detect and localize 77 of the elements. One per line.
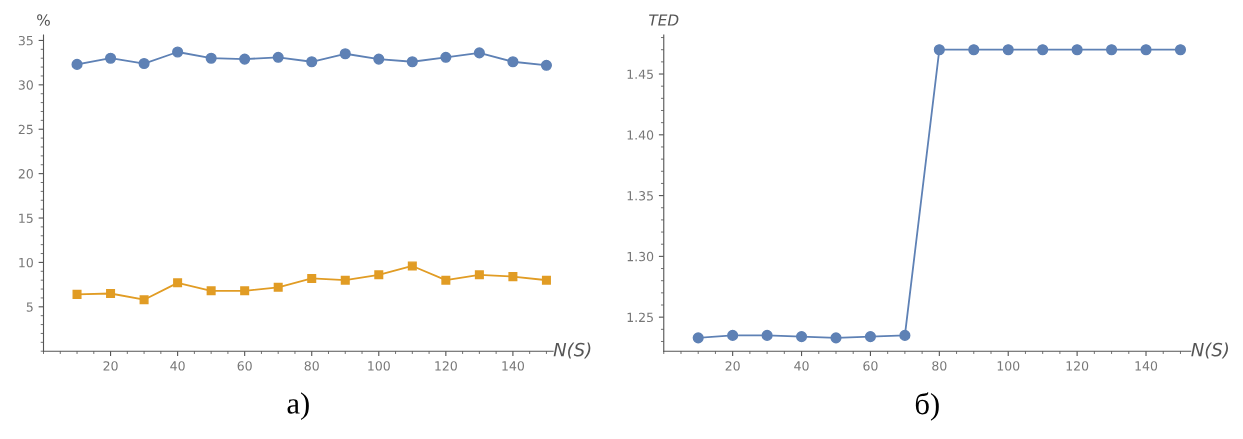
y-tick-label: 1.35 [627, 191, 653, 201]
y-tick-label: 25 [18, 124, 33, 135]
y-tick-label: 10 [19, 257, 33, 268]
point [307, 273, 317, 283]
point [306, 56, 318, 68]
point [273, 282, 283, 292]
x-tick-label: 20 [103, 361, 118, 371]
point [239, 53, 251, 65]
point [406, 56, 418, 68]
point [692, 332, 704, 344]
x-tick-label: 80 [304, 361, 319, 371]
point [206, 286, 216, 296]
x-axis-title: N(S) [553, 342, 591, 359]
point [205, 52, 217, 64]
text: б) [915, 392, 939, 421]
point [272, 51, 284, 63]
x-axis-title: N(S) [1191, 342, 1229, 359]
point [1037, 44, 1049, 56]
point [473, 47, 485, 59]
x-tick-label: 120 [1066, 361, 1089, 371]
point [172, 46, 184, 58]
x-tick-label: 40 [794, 361, 809, 371]
point [761, 329, 773, 341]
y-axis-title: % [37, 14, 50, 26]
y-tick-label: 20 [18, 169, 33, 179]
point [899, 329, 911, 341]
point [374, 270, 384, 280]
y-axis-title: TED [649, 14, 679, 26]
point [1002, 44, 1014, 56]
point [139, 295, 149, 305]
point [508, 272, 518, 282]
point [1140, 44, 1152, 56]
x-tick-label: 60 [237, 361, 252, 371]
point [1071, 44, 1083, 56]
point [340, 275, 350, 285]
point [440, 51, 452, 63]
point [106, 288, 116, 299]
point [795, 331, 808, 343]
point [441, 275, 451, 285]
point [407, 261, 417, 271]
point [72, 289, 82, 299]
point [933, 44, 945, 56]
x-tick-label: 80 [932, 361, 947, 371]
point [339, 48, 351, 60]
x-tick-label: 60 [863, 361, 878, 371]
text: а) [287, 392, 309, 420]
y-tick-label: 30 [18, 80, 33, 90]
y-tick-label: 35 [18, 35, 33, 46]
point [830, 332, 842, 344]
point [105, 52, 117, 64]
point [541, 275, 551, 285]
point [507, 56, 519, 68]
point [727, 329, 739, 341]
point [373, 53, 385, 65]
y-tick-label: 15 [19, 213, 33, 223]
y-tick-label: 1.30 [627, 251, 654, 262]
point [864, 331, 876, 343]
point [173, 278, 183, 288]
x-tick-label: 140 [502, 361, 524, 371]
y-tick-label: 5 [26, 302, 33, 312]
y-tick-label: 1.25 [627, 312, 653, 323]
point [240, 286, 250, 296]
x-tick-label: 100 [997, 361, 1020, 371]
x-tick-label: 100 [368, 361, 390, 371]
x-tick-label: 120 [435, 361, 457, 371]
y-tick-label: 1.45 [627, 69, 653, 79]
x-tick-label: 140 [1135, 361, 1158, 371]
x-tick-label: 40 [170, 361, 185, 371]
point [138, 57, 150, 70]
x-tick-label: 20 [725, 361, 740, 371]
point [968, 44, 980, 56]
y-tick-label: 1.40 [627, 130, 654, 140]
point [474, 270, 484, 280]
point [71, 58, 83, 70]
point [1174, 44, 1187, 56]
point [1106, 44, 1118, 56]
point [540, 59, 552, 71]
